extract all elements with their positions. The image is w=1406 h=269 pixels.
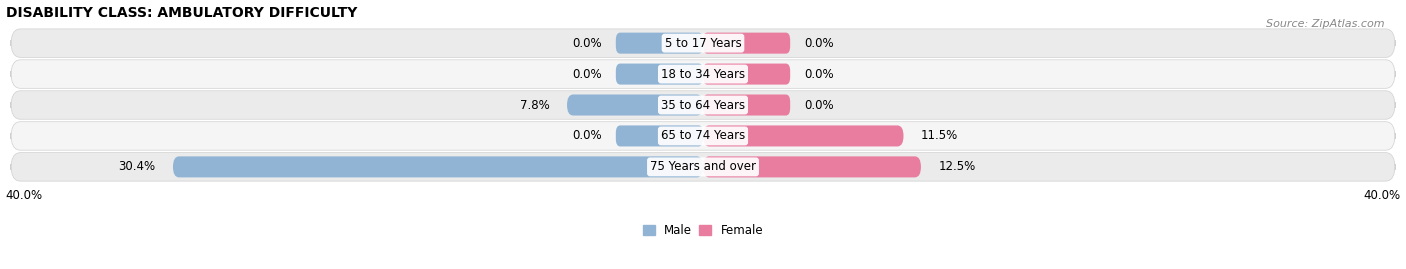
FancyBboxPatch shape	[11, 29, 1395, 57]
FancyBboxPatch shape	[11, 153, 1395, 181]
Text: 0.0%: 0.0%	[572, 68, 602, 81]
Text: 40.0%: 40.0%	[1364, 189, 1400, 202]
Text: 0.0%: 0.0%	[804, 37, 834, 50]
Text: 18 to 34 Years: 18 to 34 Years	[661, 68, 745, 81]
FancyBboxPatch shape	[616, 63, 703, 84]
Text: 0.0%: 0.0%	[804, 68, 834, 81]
Text: 65 to 74 Years: 65 to 74 Years	[661, 129, 745, 143]
Text: 0.0%: 0.0%	[804, 98, 834, 112]
Text: 12.5%: 12.5%	[938, 160, 976, 174]
Text: Source: ZipAtlas.com: Source: ZipAtlas.com	[1267, 19, 1385, 29]
Text: 5 to 17 Years: 5 to 17 Years	[665, 37, 741, 50]
FancyBboxPatch shape	[173, 156, 703, 177]
FancyBboxPatch shape	[11, 122, 1395, 150]
FancyBboxPatch shape	[11, 60, 1395, 88]
Text: DISABILITY CLASS: AMBULATORY DIFFICULTY: DISABILITY CLASS: AMBULATORY DIFFICULTY	[6, 6, 357, 20]
FancyBboxPatch shape	[703, 94, 790, 115]
Text: 7.8%: 7.8%	[520, 98, 550, 112]
FancyBboxPatch shape	[703, 125, 904, 146]
FancyBboxPatch shape	[703, 33, 790, 54]
FancyBboxPatch shape	[616, 33, 703, 54]
FancyBboxPatch shape	[567, 94, 703, 115]
FancyBboxPatch shape	[703, 63, 790, 84]
Text: 11.5%: 11.5%	[921, 129, 959, 143]
Text: 30.4%: 30.4%	[118, 160, 156, 174]
FancyBboxPatch shape	[703, 156, 921, 177]
Text: 40.0%: 40.0%	[6, 189, 42, 202]
FancyBboxPatch shape	[11, 91, 1395, 119]
Text: 0.0%: 0.0%	[572, 37, 602, 50]
Text: 35 to 64 Years: 35 to 64 Years	[661, 98, 745, 112]
Text: 0.0%: 0.0%	[572, 129, 602, 143]
Legend: Male, Female: Male, Female	[638, 219, 768, 241]
FancyBboxPatch shape	[616, 125, 703, 146]
Text: 75 Years and over: 75 Years and over	[650, 160, 756, 174]
